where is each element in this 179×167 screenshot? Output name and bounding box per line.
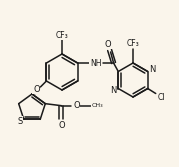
Text: NH: NH bbox=[90, 58, 101, 67]
Text: CH₃: CH₃ bbox=[91, 103, 103, 108]
Text: O: O bbox=[33, 85, 40, 94]
Text: CF₃: CF₃ bbox=[127, 39, 139, 47]
Text: O: O bbox=[104, 40, 111, 48]
Text: CF₃: CF₃ bbox=[56, 31, 68, 40]
Text: O: O bbox=[58, 121, 65, 130]
Text: N: N bbox=[110, 86, 117, 95]
Text: Cl: Cl bbox=[158, 93, 165, 102]
Text: S: S bbox=[17, 117, 22, 126]
Text: N: N bbox=[149, 65, 156, 74]
Text: O: O bbox=[73, 101, 80, 110]
